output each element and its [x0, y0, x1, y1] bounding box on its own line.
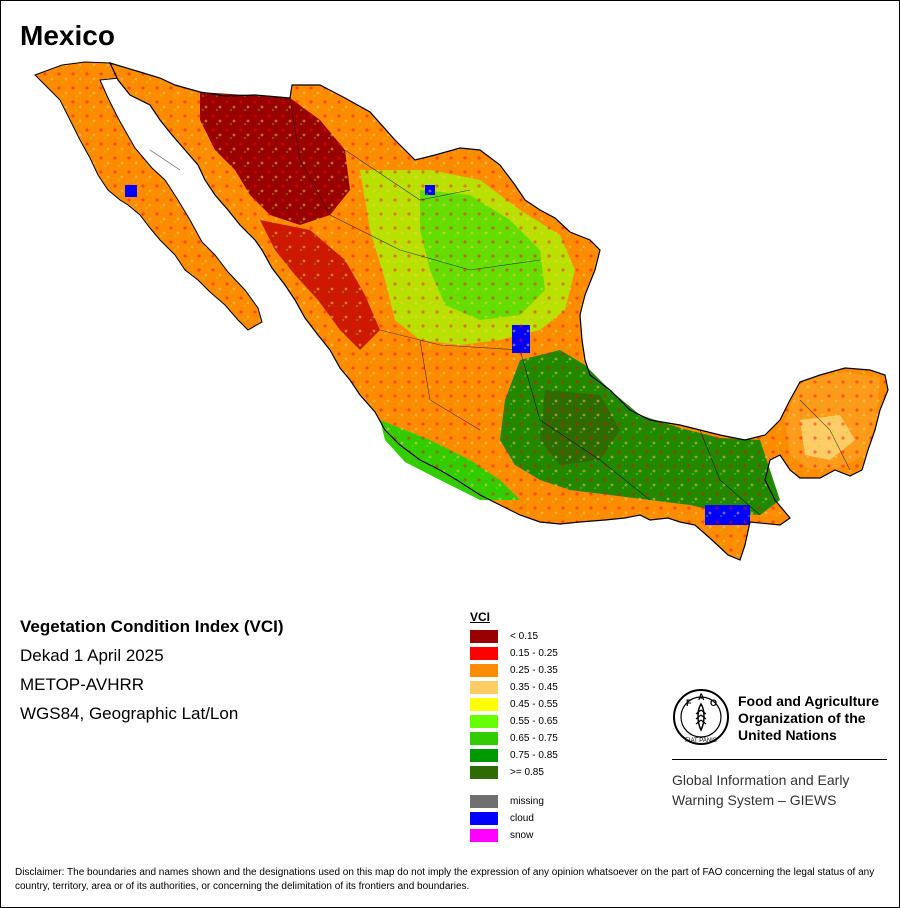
legend-label: snow: [510, 830, 534, 841]
svg-text:F: F: [686, 698, 692, 708]
legend-extra-item: cloud: [470, 810, 558, 827]
legend-classes: < 0.15 0.15 - 0.25 0.25 - 0.35 0.35 - 0.45 0…: [470, 628, 558, 781]
legend-label: cloud: [510, 813, 534, 824]
legend-label: 0.15 - 0.25: [510, 648, 558, 659]
legend-swatch: [470, 681, 498, 694]
state-boundaries: [149, 97, 851, 516]
legend-class-item: 0.15 - 0.25: [470, 645, 558, 662]
fao-emblem-icon: F A O FIAT PANIS: [673, 689, 729, 745]
cloud-patch-baja: [125, 185, 137, 197]
legend-label: < 0.15: [510, 631, 539, 642]
legend-class-item: 0.35 - 0.45: [470, 679, 558, 696]
organization-name: Food and Agriculture Organization of the…: [738, 693, 880, 743]
emblem-motto: FIAT PANIS: [685, 738, 717, 744]
legend-extra: missing cloud snow: [470, 793, 558, 844]
svg-text:O: O: [710, 698, 717, 708]
vci-map: [34, 61, 889, 561]
legend-swatch: [470, 766, 498, 779]
legend-swatch: [470, 732, 498, 745]
legend-class-item: 0.75 - 0.85: [470, 747, 558, 764]
period: Dekad 1 April 2025: [20, 646, 164, 665]
legend-label: missing: [510, 796, 544, 807]
legend-label: 0.55 - 0.65: [510, 716, 558, 727]
disclaimer: Disclaimer: The boundaries and names sho…: [15, 867, 875, 892]
legend-swatch: [470, 647, 498, 660]
legend-extra-item: missing: [470, 793, 558, 810]
legend-swatch: [470, 795, 498, 808]
legend-label: 0.35 - 0.45: [510, 682, 558, 693]
legend-swatch: [470, 812, 498, 825]
sensor: METOP-AVHRR: [20, 675, 145, 694]
legend-title: VCI: [470, 610, 491, 624]
legend-swatch: [470, 715, 498, 728]
legend-class-item: < 0.15: [470, 628, 558, 645]
svg-text:A: A: [698, 692, 705, 702]
projection: WGS84, Geographic Lat/Lon: [20, 704, 239, 723]
legend-swatch: [470, 698, 498, 711]
legend-swatch: [470, 664, 498, 677]
legend-class-item: 0.65 - 0.75: [470, 730, 558, 747]
legend-class-item: 0.45 - 0.55: [470, 696, 558, 713]
legend-class-item: 0.25 - 0.35: [470, 662, 558, 679]
legend-label: 0.45 - 0.55: [510, 699, 558, 710]
map-title: Mexico: [20, 20, 115, 51]
legend-swatch: [470, 749, 498, 762]
legend: VCI < 0.15 0.15 - 0.25 0.25 - 0.35 0.35 - 0…: [470, 610, 558, 844]
legend-swatch: [470, 829, 498, 842]
system-name: Global Information and Early Warning Sys…: [672, 772, 850, 808]
legend-label: 0.65 - 0.75: [510, 733, 558, 744]
legend-class-item: 0.55 - 0.65: [470, 713, 558, 730]
index-name: Vegetation Condition Index (VCI): [20, 617, 284, 636]
legend-label: >= 0.85: [510, 767, 544, 778]
divider: [672, 759, 887, 760]
legend-class-item: >= 0.85: [470, 764, 558, 781]
legend-label: 0.25 - 0.35: [510, 665, 558, 676]
legend-swatch: [470, 630, 498, 643]
legend-extra-item: snow: [470, 827, 558, 844]
legend-label: 0.75 - 0.85: [510, 750, 558, 761]
map-info: Vegetation Condition Index (VCI) Dekad 1…: [20, 612, 284, 728]
